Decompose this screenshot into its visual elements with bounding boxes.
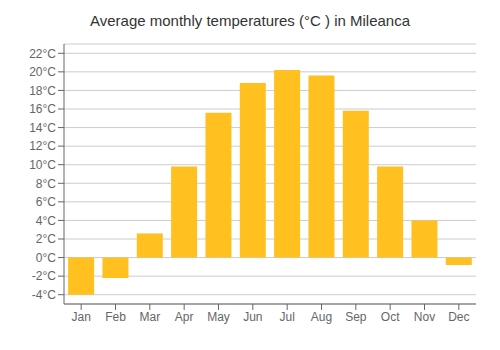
svg-text:Apr: Apr: [175, 310, 194, 324]
svg-text:20°C: 20°C: [29, 65, 56, 79]
svg-text:6°C: 6°C: [36, 195, 56, 209]
svg-text:0°C: 0°C: [36, 251, 56, 265]
svg-text:Jun: Jun: [243, 310, 262, 324]
svg-text:Dec: Dec: [448, 310, 469, 324]
svg-text:Sep: Sep: [345, 310, 367, 324]
svg-text:Aug: Aug: [311, 310, 332, 324]
svg-text:4°C: 4°C: [36, 214, 56, 228]
svg-text:-2°C: -2°C: [32, 269, 56, 283]
svg-text:12°C: 12°C: [29, 139, 56, 153]
svg-text:-4°C: -4°C: [32, 288, 56, 302]
svg-text:Mar: Mar: [139, 310, 160, 324]
svg-text:Oct: Oct: [381, 310, 400, 324]
svg-text:16°C: 16°C: [29, 102, 56, 116]
svg-text:Jan: Jan: [71, 310, 90, 324]
svg-text:Nov: Nov: [414, 310, 435, 324]
svg-text:2°C: 2°C: [36, 232, 56, 246]
svg-text:Jul: Jul: [279, 310, 294, 324]
html-text:Average monthly temperatures (: Average monthly temperatures (°C ) in Mi…: [90, 12, 410, 29]
svg-text:May: May: [207, 310, 230, 324]
svg-text:Feb: Feb: [105, 310, 126, 324]
svg-text:22°C: 22°C: [29, 47, 56, 61]
svg-text:14°C: 14°C: [29, 121, 56, 135]
svg-text:8°C: 8°C: [36, 177, 56, 191]
svg-text:18°C: 18°C: [29, 84, 56, 98]
svg-text:10°C: 10°C: [29, 158, 56, 172]
